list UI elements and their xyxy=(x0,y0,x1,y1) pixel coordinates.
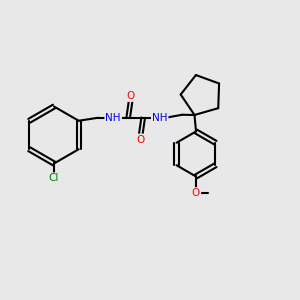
Text: NH: NH xyxy=(152,113,167,123)
Text: Cl: Cl xyxy=(49,173,59,184)
Text: NH: NH xyxy=(105,113,121,123)
Text: O: O xyxy=(127,91,135,101)
Text: O: O xyxy=(192,188,200,198)
Text: O: O xyxy=(136,135,145,145)
